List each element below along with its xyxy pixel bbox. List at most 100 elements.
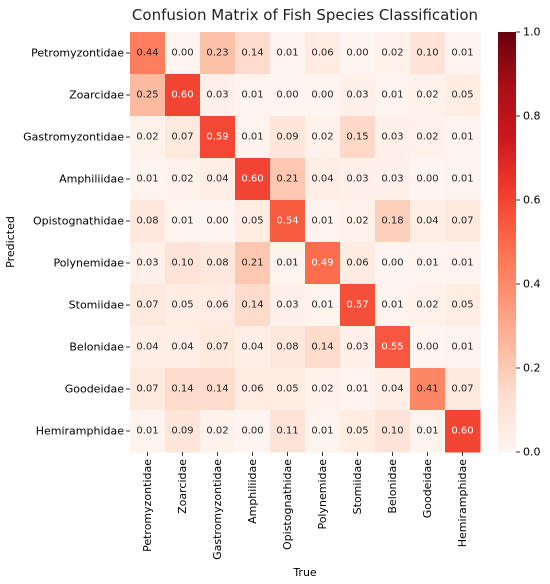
cell-value-label: 0.07: [451, 384, 473, 395]
heatmap-cell: [270, 410, 306, 453]
heatmap-cell: [305, 284, 341, 327]
cell-value-label: 0.05: [346, 426, 368, 437]
cell-value-label: 0.07: [136, 384, 158, 395]
heatmap-cell: [445, 242, 481, 285]
x-axis-label: True: [292, 566, 317, 579]
heatmap-cell: [235, 158, 271, 201]
cell-value-label: 0.01: [241, 90, 263, 101]
cell-value-label: 0.21: [241, 258, 263, 269]
heatmap-cell: [165, 158, 201, 201]
heatmap-cell: [235, 32, 271, 75]
heatmap-cell: [445, 284, 481, 327]
heatmap-cell: [340, 326, 376, 369]
heatmap-cell: [340, 74, 376, 117]
cell-value-label: 0.01: [451, 258, 473, 269]
cell-value-label: 0.55: [381, 342, 403, 353]
cell-value-label: 0.00: [416, 174, 438, 185]
heatmap-cell: [165, 326, 201, 369]
cell-value-label: 0.03: [346, 342, 368, 353]
heatmap-cell: [235, 284, 271, 327]
cell-value-label: 0.00: [416, 342, 438, 353]
cell-value-label: 0.02: [416, 90, 438, 101]
colorbar-tick-label: 0.2: [523, 362, 541, 375]
heatmap-cell: [305, 326, 341, 369]
heatmap-cell: [340, 32, 376, 75]
heatmap-cell: [270, 242, 306, 285]
cell-value-label: 0.01: [311, 426, 333, 437]
colorbar: 0.0 0.2 0.4 0.6 0.8 1.0: [498, 26, 541, 459]
y-tick-label: Petromyzontidae: [31, 47, 124, 60]
heatmap-cell: [305, 116, 341, 159]
heatmap-cell: [165, 200, 201, 243]
heatmap-cell: [200, 410, 236, 453]
cell-value-label: 0.00: [381, 258, 403, 269]
cell-value-label: 0.00: [276, 90, 298, 101]
y-tick-label: Polynemidae: [53, 257, 124, 270]
heatmap-cell: [165, 116, 201, 159]
cell-value-label: 0.59: [206, 132, 228, 143]
cell-value-label: 0.07: [171, 132, 193, 143]
cell-value-label: 0.03: [136, 258, 158, 269]
heatmap-cell: [340, 410, 376, 453]
cell-value-label: 0.01: [311, 300, 333, 311]
cell-value-label: 0.05: [451, 300, 473, 311]
x-tick-label: Gastromyzontidae: [211, 459, 224, 560]
cell-value-label: 0.49: [311, 258, 333, 269]
heatmap-cell: [410, 74, 446, 117]
cell-value-label: 0.21: [276, 174, 298, 185]
heatmap-cell: [270, 284, 306, 327]
heatmap-cell: [445, 32, 481, 75]
heatmap-cell: [130, 32, 166, 75]
cell-value-label: 0.02: [346, 216, 368, 227]
heatmap-cell: [270, 200, 306, 243]
heatmap-cell: [270, 326, 306, 369]
x-tick-label: Polynemidae: [316, 459, 329, 530]
heatmap-cell: [270, 368, 306, 411]
heatmap-cell: [445, 200, 481, 243]
cell-value-label: 0.08: [206, 258, 228, 269]
cell-value-label: 0.04: [171, 342, 193, 353]
heatmap-cell: [375, 326, 411, 369]
cell-value-label: 0.05: [241, 216, 263, 227]
heatmap-cell: [375, 368, 411, 411]
cell-value-label: 0.18: [381, 216, 403, 227]
cell-value-label: 0.07: [206, 342, 228, 353]
heatmap-cell: [410, 158, 446, 201]
heatmap-cell: [305, 410, 341, 453]
cell-value-label: 0.05: [276, 384, 298, 395]
colorbar-gradient: [498, 32, 516, 452]
cell-value-label: 0.14: [206, 384, 228, 395]
cell-value-label: 0.02: [206, 426, 228, 437]
cell-value-label: 0.15: [346, 132, 368, 143]
cell-value-label: 0.01: [416, 426, 438, 437]
cell-value-label: 0.02: [311, 132, 333, 143]
colorbar-tick-label: 1.0: [523, 26, 541, 39]
cell-value-label: 0.08: [136, 216, 158, 227]
cell-value-label: 0.14: [241, 48, 263, 59]
cell-value-label: 0.01: [451, 132, 473, 143]
heatmap-cell: [130, 326, 166, 369]
cell-value-label: 0.10: [171, 258, 193, 269]
heatmap-cell: [445, 116, 481, 159]
cell-value-label: 0.60: [451, 426, 473, 437]
heatmap-cell: [235, 410, 271, 453]
cell-value-label: 0.02: [171, 174, 193, 185]
x-tick-label: Hemiramphidae: [456, 459, 469, 548]
cell-value-label: 0.01: [381, 300, 403, 311]
cell-value-label: 0.57: [346, 300, 368, 311]
heatmap-cell: [445, 158, 481, 201]
cell-value-label: 0.07: [451, 216, 473, 227]
cell-value-label: 0.11: [276, 426, 298, 437]
heatmap-cell: [165, 284, 201, 327]
y-tick-label: Goodeidae: [65, 383, 125, 396]
cell-value-label: 0.01: [451, 174, 473, 185]
cell-value-label: 0.01: [171, 216, 193, 227]
cell-value-label: 0.05: [171, 300, 193, 311]
heatmap-cell: [200, 368, 236, 411]
cell-value-label: 0.04: [311, 174, 333, 185]
y-tick-label: Zoarcidae: [69, 89, 124, 102]
heatmap-cell: [130, 158, 166, 201]
heatmap-cell: [410, 284, 446, 327]
cell-value-label: 0.41: [416, 384, 438, 395]
